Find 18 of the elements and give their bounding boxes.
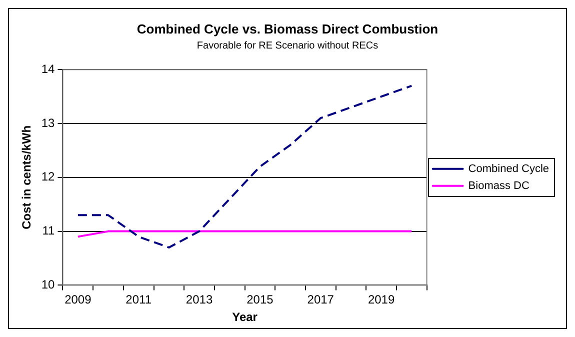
legend-label: Biomass DC [468, 180, 530, 192]
y-axis-title: Cost in cents/kWh [20, 125, 34, 230]
y-tick-label: 12 [41, 170, 56, 184]
legend-label: Combined Cycle [468, 162, 549, 175]
chart-subtitle: Favorable for RE Scenario without RECs [196, 40, 378, 52]
y-tick-label: 14 [41, 62, 56, 76]
x-tick-label: 2015 [246, 292, 274, 307]
x-tick-label: 2013 [186, 292, 213, 307]
x-tick-label: 2009 [64, 292, 92, 307]
y-tick-label: 11 [42, 224, 56, 238]
x-tick-label: 2017 [307, 292, 334, 307]
chart-title: Combined Cycle vs. Biomass Direct Combustion [136, 21, 438, 36]
line-series [76, 84, 413, 248]
x-tick-label: 2019 [368, 292, 395, 307]
x-axis-title: Year [232, 310, 258, 324]
y-tick-label: 13 [41, 116, 56, 130]
y-tick-label: 10 [41, 278, 56, 292]
x-tick-label: 2011 [126, 292, 152, 307]
